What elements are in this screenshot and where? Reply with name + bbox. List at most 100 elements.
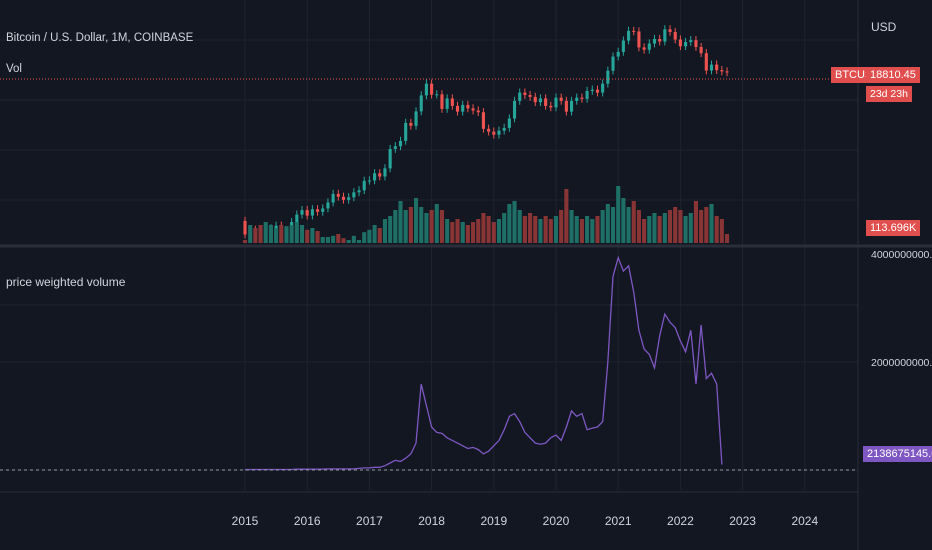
volume-bar <box>274 228 279 243</box>
candle-body <box>507 118 511 128</box>
volume-bar <box>486 216 491 243</box>
volume-bar <box>434 204 439 243</box>
volume-bar <box>429 210 434 243</box>
volume-bar <box>683 216 688 243</box>
volume-bar <box>693 201 699 243</box>
candle-body <box>554 97 558 108</box>
candle-body <box>331 193 335 203</box>
volume-bar <box>336 234 341 243</box>
candle-body <box>336 193 340 197</box>
candle-body <box>455 105 460 112</box>
volume-bar <box>600 210 605 243</box>
volume-bar <box>533 216 538 243</box>
candle-body <box>642 47 646 50</box>
candle-body <box>316 209 320 212</box>
candle-body <box>243 220 247 235</box>
candle-body <box>637 31 641 48</box>
volume-bar <box>413 198 419 243</box>
candle-body <box>601 83 605 93</box>
volume-bar <box>382 219 388 243</box>
candle-body <box>295 214 299 223</box>
candle-body <box>502 127 506 131</box>
candle-body <box>378 173 382 177</box>
volume-bar <box>299 225 305 243</box>
candle-body <box>383 168 387 177</box>
candle-body <box>684 42 688 47</box>
candle-body <box>440 94 444 109</box>
candle-body <box>497 130 501 135</box>
volume-bar <box>667 210 673 243</box>
volume-bar <box>445 219 450 243</box>
volume-bar <box>351 235 356 243</box>
volume-bar <box>481 213 486 243</box>
candle-body <box>533 96 537 103</box>
volume-bar <box>704 207 709 243</box>
candle-body <box>652 38 657 44</box>
candle-body <box>585 90 589 99</box>
time-axis-label: 2024 <box>791 514 818 528</box>
volume-bar <box>476 219 481 243</box>
volume-bar <box>662 213 667 243</box>
candle-body <box>476 110 480 113</box>
candle-body <box>709 64 714 71</box>
volume-bar <box>253 228 258 243</box>
candle-body <box>621 40 625 52</box>
candle-body <box>559 97 563 101</box>
volume-bar <box>294 222 299 243</box>
candle-body <box>673 31 677 40</box>
volume-bar <box>419 207 424 243</box>
candle-body <box>606 70 610 84</box>
time-axis-label: 2015 <box>232 514 259 528</box>
candle-body <box>704 53 708 71</box>
volume-bar <box>590 219 595 243</box>
volume-bar <box>320 237 325 243</box>
candle-body <box>461 104 465 112</box>
volume-bar <box>528 213 533 243</box>
volume-bar <box>393 210 398 243</box>
volume-bar <box>460 222 465 243</box>
volume-bar <box>465 225 470 243</box>
volume-bar <box>512 201 517 243</box>
candle-body <box>445 98 449 109</box>
candle-body <box>362 180 366 191</box>
volume-bar <box>719 219 724 243</box>
volume-bar <box>305 229 310 243</box>
candle-body <box>409 122 413 126</box>
candle-body <box>424 83 428 96</box>
candle-body <box>305 210 309 216</box>
volume-bar <box>356 240 362 243</box>
candle-body <box>341 196 346 200</box>
candle-body <box>699 47 703 54</box>
candle-body <box>575 97 579 101</box>
volume-bar <box>636 210 641 243</box>
candle-body <box>549 105 553 108</box>
volume-bar <box>678 210 683 243</box>
volume-bar <box>372 225 377 243</box>
candle-body <box>564 100 568 112</box>
volume-bar <box>564 189 569 243</box>
volume-bar <box>289 225 294 243</box>
time-axis-label: 2016 <box>294 514 321 528</box>
candle-body <box>326 202 330 209</box>
candle-body <box>414 111 418 126</box>
volume-bar <box>621 198 626 243</box>
candle-body <box>404 122 408 141</box>
candle-body <box>435 94 439 96</box>
candle-body <box>595 89 600 93</box>
time-axis-label: 2018 <box>418 514 445 528</box>
candle-body <box>310 209 314 216</box>
candle-body <box>715 64 719 71</box>
candle-body <box>466 104 470 109</box>
time-axis-label: 2020 <box>543 514 570 528</box>
volume-bar <box>595 216 600 243</box>
last-price-tag: 18810.45 <box>866 67 920 83</box>
volume-bar <box>268 225 273 243</box>
indicator-axis-tick-mid: 2000000000.00 <box>871 357 932 369</box>
candle-body <box>647 43 651 50</box>
volume-bar <box>450 222 455 243</box>
volume-bar <box>626 207 631 243</box>
volume-bar <box>263 222 268 243</box>
volume-bar <box>657 216 662 243</box>
